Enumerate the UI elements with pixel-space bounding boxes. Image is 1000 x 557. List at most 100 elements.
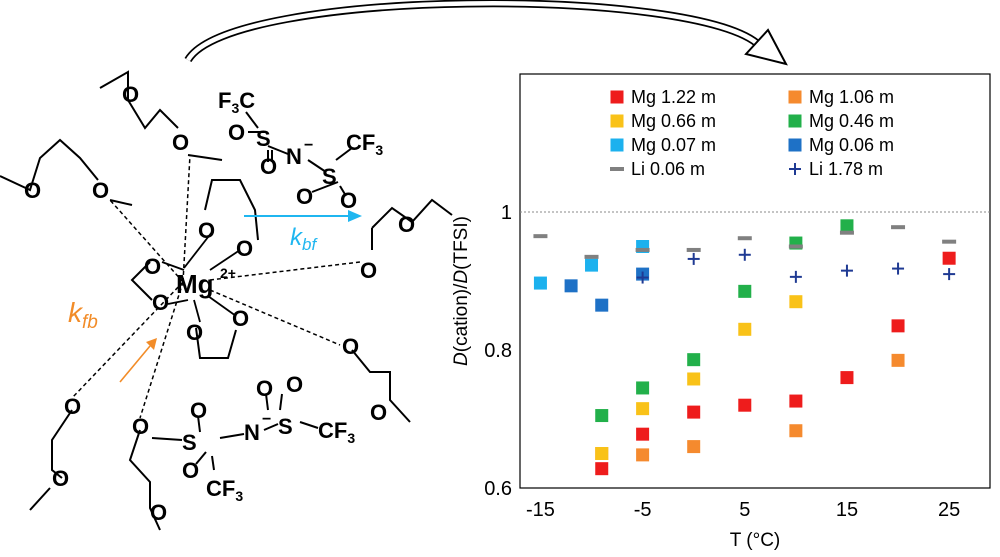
legend-item-mg-1-22-m: Mg 1.22 m xyxy=(610,87,716,107)
legend-marker xyxy=(788,138,802,152)
data-point xyxy=(840,219,854,233)
data-point xyxy=(942,251,956,265)
x-tick-label: 25 xyxy=(938,499,960,521)
legend-item-mg-0-07-m: Mg 0.07 m xyxy=(610,135,716,155)
legend-marker xyxy=(610,167,624,171)
data-point xyxy=(943,268,956,281)
data-point xyxy=(595,462,609,476)
legend-label: Mg 1.22 m xyxy=(631,87,716,107)
x-tick-label: 5 xyxy=(739,499,750,521)
legend-item-mg-0-06-m: Mg 0.06 m xyxy=(788,135,894,155)
data-point xyxy=(687,353,701,367)
svg-text:O: O xyxy=(286,372,303,397)
legend-item-mg-1-06-m: Mg 1.06 m xyxy=(788,87,894,107)
svg-text:CF3: CF3 xyxy=(318,418,355,446)
series-mg-0-06-m xyxy=(564,267,650,312)
oxygen-atom: O xyxy=(152,290,169,315)
y-axis-label: D(cation)/D(TFSI) xyxy=(451,216,472,366)
data-point xyxy=(687,405,701,419)
svg-text:S: S xyxy=(278,414,293,439)
legend-label: Mg 1.06 m xyxy=(809,87,894,107)
data-point xyxy=(840,371,854,385)
svg-text:S: S xyxy=(256,126,271,151)
svg-text:O: O xyxy=(340,188,357,213)
svg-text:S: S xyxy=(322,164,337,189)
data-point xyxy=(891,353,905,367)
series-mg-1-22-m xyxy=(595,251,956,476)
legend: Mg 1.22 m Mg 1.06 m Mg 0.66 m Mg 0.46 m Mg 0… xyxy=(610,87,894,179)
svg-text:S: S xyxy=(182,430,197,455)
series-mg-0-46-m xyxy=(595,219,854,423)
oxygen-atom: O xyxy=(342,334,359,359)
svg-text:CF3: CF3 xyxy=(206,476,243,504)
data-point xyxy=(564,279,578,293)
curved-arrow xyxy=(184,0,788,66)
oxygen-atom: O xyxy=(92,178,109,203)
data-point xyxy=(892,262,905,275)
legend-label: Mg 0.46 m xyxy=(809,111,894,131)
legend-label: Mg 0.07 m xyxy=(631,135,716,155)
oxygen-atom: O xyxy=(398,212,415,237)
legend-label: Li 0.06 m xyxy=(631,159,705,179)
kbf-label: kbf xyxy=(290,224,318,254)
legend-item-mg-0-66-m: Mg 0.66 m xyxy=(610,111,716,131)
legend-item-li-0-06-m: Li 0.06 m xyxy=(610,159,705,179)
oxygen-atom: O xyxy=(198,218,215,243)
molecular-scheme: O O O O O O O O O O O O O O O O O O Mg 2… xyxy=(0,70,453,531)
legend-item-li-1-78-m: Li 1.78 m xyxy=(789,159,883,179)
legend-marker xyxy=(788,114,802,128)
legend-marker xyxy=(610,114,624,128)
oxygen-atom: O xyxy=(132,414,149,439)
legend-label: Li 1.78 m xyxy=(809,159,883,179)
legend-marker xyxy=(788,90,802,104)
data-point xyxy=(840,264,853,277)
data-point xyxy=(636,427,650,441)
svg-text:−: − xyxy=(262,411,271,428)
oxygen-atom: O xyxy=(172,130,189,155)
oxygen-atom: O xyxy=(150,500,167,525)
y-tick-label: 0.6 xyxy=(484,478,512,500)
series-mg-0-07-m xyxy=(533,240,650,290)
data-point xyxy=(942,239,957,244)
data-point xyxy=(891,225,906,230)
tfsi-anion-bottom: S O O N − S O O CF3 CF3 xyxy=(151,372,355,504)
data-point xyxy=(789,295,803,309)
data-point xyxy=(585,258,599,272)
oxygen-atoms: O O O O O O O O O O O O O O O O O O xyxy=(24,82,415,525)
data-point xyxy=(687,440,701,454)
oxygen-atom: O xyxy=(186,320,203,345)
series-mg-0-66-m xyxy=(595,295,803,460)
data-point xyxy=(789,270,802,283)
kfb-arrow: kfb xyxy=(68,297,157,383)
data-point xyxy=(533,276,547,290)
x-axis-label: T (°C) xyxy=(730,530,781,551)
coordination-lines xyxy=(71,154,361,419)
svg-text:O: O xyxy=(260,154,277,179)
data-point xyxy=(839,230,854,235)
oxygen-atom: O xyxy=(122,82,139,107)
svg-text:O: O xyxy=(190,398,207,423)
svg-text:O: O xyxy=(296,184,313,209)
kbf-arrow: kbf xyxy=(244,210,362,254)
mg-center-label: Mg xyxy=(176,269,214,299)
svg-text:N: N xyxy=(244,420,260,445)
data-point xyxy=(686,247,701,252)
glyme-skeletons xyxy=(0,70,453,531)
data-point xyxy=(891,319,905,333)
series-li-0-06-m xyxy=(533,225,957,259)
data-point xyxy=(738,322,752,336)
data-point xyxy=(636,448,650,462)
diffusion-ratio-chart: -15 -5 5 15 25 0.6 0.8 1 Mg 1.22 m Mg 1.06 m Mg 0… xyxy=(451,73,991,551)
data-point xyxy=(738,398,752,412)
oxygen-atom: O xyxy=(64,394,81,419)
oxygen-atom: O xyxy=(24,178,41,203)
oxygen-atom: O xyxy=(360,258,377,283)
kfb-label: kfb xyxy=(68,297,98,333)
svg-text:−: − xyxy=(304,137,313,154)
oxygen-atom: O xyxy=(236,236,253,261)
y-tick-label: 0.8 xyxy=(484,340,512,362)
tfsi-anion-top: F3C S O O N − S O O CF3 xyxy=(218,88,383,213)
svg-text:O: O xyxy=(182,458,199,483)
data-point xyxy=(738,284,752,298)
